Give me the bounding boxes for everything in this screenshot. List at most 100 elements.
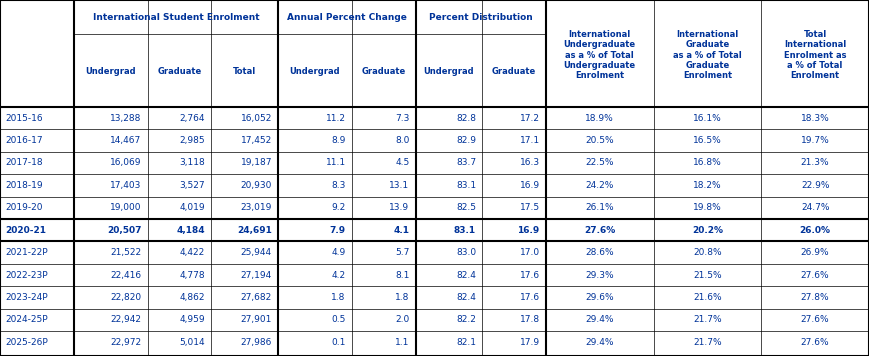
Text: 26.9%: 26.9% — [801, 248, 829, 257]
Text: 83.7: 83.7 — [456, 158, 476, 167]
Text: 22,972: 22,972 — [110, 338, 142, 347]
Text: 4.1: 4.1 — [394, 226, 409, 235]
Text: Undergrad: Undergrad — [289, 67, 341, 76]
Text: 83.0: 83.0 — [456, 248, 476, 257]
Text: 27,901: 27,901 — [241, 315, 272, 324]
Text: 17.2: 17.2 — [520, 114, 540, 122]
Text: 27,194: 27,194 — [241, 271, 272, 279]
Text: 83.1: 83.1 — [456, 181, 476, 190]
Text: 20.8%: 20.8% — [693, 248, 722, 257]
Text: 2020-21: 2020-21 — [5, 226, 46, 235]
Text: 16.9: 16.9 — [520, 181, 540, 190]
Text: 1.8: 1.8 — [331, 293, 346, 302]
Text: International Student Enrolment: International Student Enrolment — [93, 12, 259, 22]
Text: 17,403: 17,403 — [110, 181, 142, 190]
Text: 27.6%: 27.6% — [584, 226, 615, 235]
Text: 26.0%: 26.0% — [799, 226, 831, 235]
Text: 2022-23P: 2022-23P — [5, 271, 48, 279]
Text: 11.2: 11.2 — [326, 114, 346, 122]
Text: 16.3: 16.3 — [520, 158, 540, 167]
Text: 82.5: 82.5 — [456, 203, 476, 212]
Text: 3,118: 3,118 — [180, 158, 205, 167]
Text: 13,288: 13,288 — [110, 114, 142, 122]
Text: 19.7%: 19.7% — [800, 136, 830, 145]
Text: 16,069: 16,069 — [110, 158, 142, 167]
Text: 5,014: 5,014 — [180, 338, 205, 347]
Text: 1.8: 1.8 — [395, 293, 409, 302]
Text: 8.3: 8.3 — [331, 181, 346, 190]
Text: 17.9: 17.9 — [520, 338, 540, 347]
Text: 20,507: 20,507 — [107, 226, 142, 235]
Text: 27.8%: 27.8% — [801, 293, 829, 302]
Text: 17.0: 17.0 — [520, 248, 540, 257]
Text: 8.0: 8.0 — [395, 136, 409, 145]
Text: 20.5%: 20.5% — [586, 136, 614, 145]
Text: 0.1: 0.1 — [331, 338, 346, 347]
Text: 22,942: 22,942 — [110, 315, 142, 324]
Text: 2023-24P: 2023-24P — [5, 293, 48, 302]
Text: Graduate: Graduate — [492, 67, 536, 76]
Text: 82.8: 82.8 — [456, 114, 476, 122]
Text: 24.2%: 24.2% — [586, 181, 614, 190]
Text: 17.6: 17.6 — [520, 293, 540, 302]
Text: 2018-19: 2018-19 — [5, 181, 43, 190]
Text: Total: Total — [233, 67, 256, 76]
Text: 4.5: 4.5 — [395, 158, 409, 167]
Text: 0.5: 0.5 — [331, 315, 346, 324]
Text: 21.7%: 21.7% — [693, 338, 722, 347]
Text: 19.8%: 19.8% — [693, 203, 722, 212]
Text: 5.7: 5.7 — [395, 248, 409, 257]
Text: 18.9%: 18.9% — [586, 114, 614, 122]
Text: 4.9: 4.9 — [332, 248, 346, 257]
Text: 29.4%: 29.4% — [586, 315, 614, 324]
Text: 7.3: 7.3 — [395, 114, 409, 122]
Text: 2,985: 2,985 — [180, 136, 205, 145]
Text: 16,052: 16,052 — [241, 114, 272, 122]
Text: Undergrad: Undergrad — [423, 67, 474, 76]
Text: 4,422: 4,422 — [180, 248, 205, 257]
Text: 27,986: 27,986 — [241, 338, 272, 347]
Text: 22,416: 22,416 — [110, 271, 142, 279]
Text: 2016-17: 2016-17 — [5, 136, 43, 145]
Text: 27.6%: 27.6% — [801, 338, 829, 347]
Text: 23,019: 23,019 — [241, 203, 272, 212]
Text: 29.6%: 29.6% — [586, 293, 614, 302]
Text: 22.9%: 22.9% — [801, 181, 829, 190]
Text: 2.0: 2.0 — [395, 315, 409, 324]
Text: 19,000: 19,000 — [110, 203, 142, 212]
Text: 14,467: 14,467 — [110, 136, 142, 145]
Text: 2017-18: 2017-18 — [5, 158, 43, 167]
Text: 2024-25P: 2024-25P — [5, 315, 48, 324]
Text: 17,452: 17,452 — [241, 136, 272, 145]
Text: 4,184: 4,184 — [176, 226, 205, 235]
Text: 16.9: 16.9 — [517, 226, 540, 235]
Text: 27.6%: 27.6% — [801, 271, 829, 279]
Text: 24.7%: 24.7% — [801, 203, 829, 212]
Text: 22,820: 22,820 — [110, 293, 142, 302]
Text: 82.9: 82.9 — [456, 136, 476, 145]
Text: 2025-26P: 2025-26P — [5, 338, 48, 347]
Text: 16.1%: 16.1% — [693, 114, 722, 122]
Text: 28.6%: 28.6% — [586, 248, 614, 257]
Text: 17.1: 17.1 — [520, 136, 540, 145]
Text: 21.6%: 21.6% — [693, 293, 722, 302]
Text: 21,522: 21,522 — [110, 248, 142, 257]
Text: 17.8: 17.8 — [520, 315, 540, 324]
Text: Percent Distribution: Percent Distribution — [428, 12, 533, 22]
Text: 13.9: 13.9 — [389, 203, 409, 212]
Text: 27,682: 27,682 — [241, 293, 272, 302]
Text: 29.3%: 29.3% — [586, 271, 614, 279]
Text: 8.9: 8.9 — [331, 136, 346, 145]
Text: Graduate: Graduate — [157, 67, 202, 76]
Text: 21.3%: 21.3% — [801, 158, 829, 167]
Text: 2015-16: 2015-16 — [5, 114, 43, 122]
Text: 9.2: 9.2 — [332, 203, 346, 212]
Text: 16.8%: 16.8% — [693, 158, 722, 167]
Text: 8.1: 8.1 — [395, 271, 409, 279]
Text: 82.1: 82.1 — [456, 338, 476, 347]
Text: 7.9: 7.9 — [329, 226, 346, 235]
Text: International
Undergraduate
as a % of Total
Undergraduate
Enrolment: International Undergraduate as a % of To… — [564, 30, 636, 80]
Text: 24,691: 24,691 — [237, 226, 272, 235]
Text: 25,944: 25,944 — [241, 248, 272, 257]
Text: 2019-20: 2019-20 — [5, 203, 43, 212]
